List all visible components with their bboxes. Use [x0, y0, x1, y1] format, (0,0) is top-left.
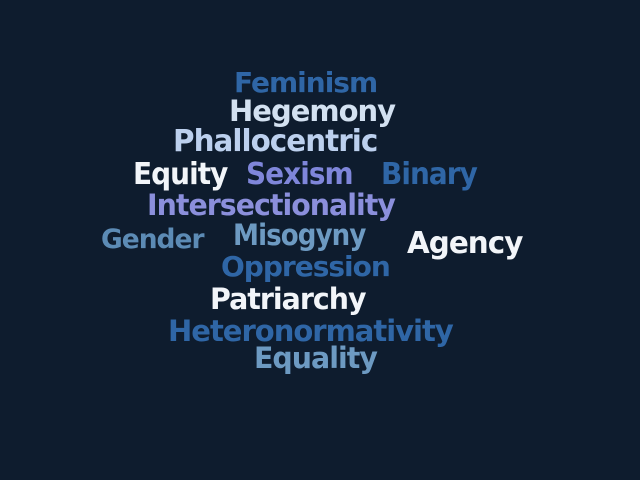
word-hegemony: Hegemony	[229, 94, 396, 128]
word-misogyny: Misogyny	[233, 218, 366, 252]
word-phallocentric: Phallocentric	[173, 124, 378, 159]
word-oppression: Oppression	[221, 250, 391, 283]
word-patriarchy: Patriarchy	[210, 282, 367, 316]
word-sexism: Sexism	[246, 157, 354, 192]
word-equity: Equity	[133, 157, 228, 192]
word-binary: Binary	[381, 157, 478, 192]
word-feminism: Feminism	[234, 66, 378, 99]
word-intersectionality: Intersectionality	[147, 188, 396, 222]
word-heteronormativity: Heteronormativity	[168, 314, 454, 348]
word-equality: Equality	[254, 341, 378, 375]
word-agency: Agency	[407, 226, 523, 261]
word-gender: Gender	[101, 224, 205, 255]
